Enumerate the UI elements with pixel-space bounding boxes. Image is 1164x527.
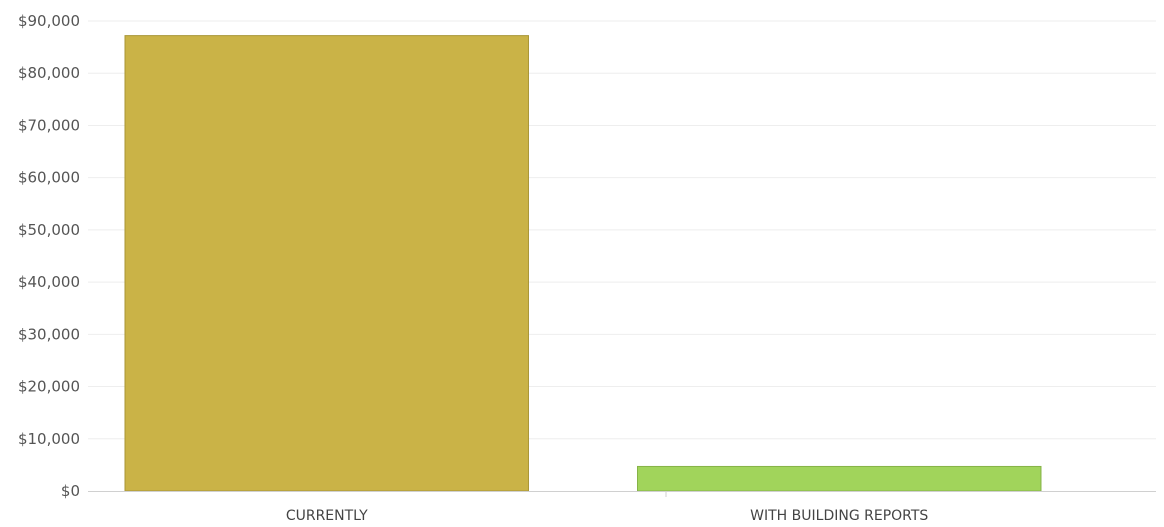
y-tick-label: $40,000 xyxy=(18,273,80,291)
y-tick-label: $10,000 xyxy=(18,430,80,448)
y-axis: $0 $10,000 $20,000 $30,000 $40,000 $50,000 $60… xyxy=(18,12,80,500)
y-tick-label: $50,000 xyxy=(18,221,80,239)
y-tick-label: $30,000 xyxy=(18,325,80,343)
bar-with-building-reports[interactable] xyxy=(637,465,1042,492)
y-tick-label: $0 xyxy=(61,482,80,500)
bars xyxy=(124,35,1042,492)
y-tick-label: $80,000 xyxy=(18,64,80,82)
y-tick-label: $90,000 xyxy=(18,12,80,30)
y-tick-label: $70,000 xyxy=(18,116,80,134)
x-axis: CURRENTLY WITH BUILDING REPORTS xyxy=(88,491,1156,524)
y-tick-label: $60,000 xyxy=(18,169,80,187)
x-tick-label: WITH BUILDING REPORTS xyxy=(750,508,928,524)
y-tick-label: $20,000 xyxy=(18,378,80,396)
bar-currently[interactable] xyxy=(124,35,529,492)
x-tick-label: CURRENTLY xyxy=(286,508,368,524)
